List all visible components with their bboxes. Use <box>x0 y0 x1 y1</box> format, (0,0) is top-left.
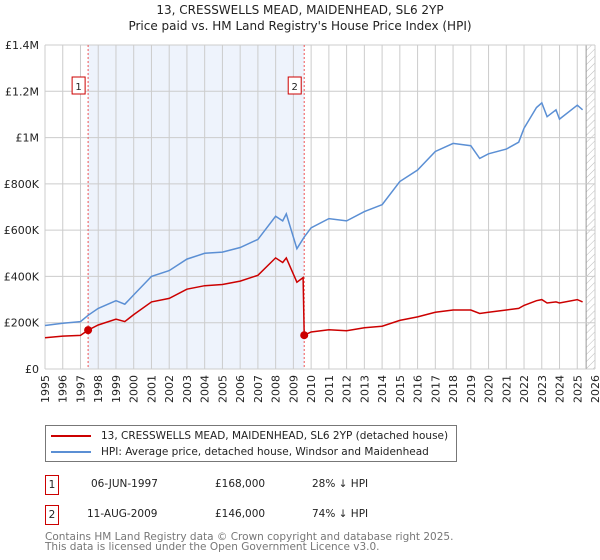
legend-item-property: 13, CRESSWELLS MEAD, MAIDENHEAD, SL6 2YP… <box>51 430 448 442</box>
x-tick-label: 2021 <box>500 375 513 403</box>
footer-licence: This data is licensed under the Open Gov… <box>45 541 380 553</box>
sale-marker-label: 2 <box>292 82 298 93</box>
transaction-price: £168,000 <box>215 478 266 490</box>
transaction-date: 11-AUG-2009 <box>87 508 158 520</box>
footer-copyright: Contains HM Land Registry data © Crown c… <box>45 531 454 543</box>
y-tick-label: £200K <box>4 317 40 330</box>
x-tick-label: 2023 <box>536 375 549 403</box>
x-tick-label: 2001 <box>145 375 158 403</box>
chart-title: 13, CRESSWELLS MEAD, MAIDENHEAD, SL6 2YP <box>156 3 444 17</box>
x-tick-label: 2018 <box>447 375 460 403</box>
x-tick-label: 2006 <box>234 375 247 403</box>
x-tick-label: 2012 <box>341 375 354 403</box>
property-price-line <box>44 256 583 339</box>
y-tick-label: £600K <box>4 224 40 237</box>
x-tick-label: 2002 <box>163 375 176 403</box>
legend-label-property: 13, CRESSWELLS MEAD, MAIDENHEAD, SL6 2YP… <box>101 430 449 442</box>
x-tick-label: 2010 <box>305 375 318 403</box>
x-tick-label: 2004 <box>199 375 212 403</box>
y-tick-label: £800K <box>4 178 40 191</box>
x-tick-label: 1996 <box>57 375 70 403</box>
x-tick-label: 2019 <box>465 375 478 403</box>
sale-point <box>300 331 309 340</box>
price-chart: 1995 1996 1997 1998 1999 2000 2001 2002 2003 2004… <box>4 39 600 403</box>
x-tick-label: 1998 <box>92 375 105 403</box>
forecast-hatch-region <box>586 45 595 369</box>
x-tick-label: 2026 <box>589 375 600 403</box>
x-tick-label: 2005 <box>216 375 229 403</box>
sale-marker-label: 1 <box>75 82 81 93</box>
x-tick-label: 2017 <box>429 375 442 403</box>
x-tick-label: 1999 <box>110 375 123 403</box>
transaction-delta: 28% ↓ HPI <box>312 478 369 490</box>
chart-subtitle: Price paid vs. HM Land Registry's House … <box>128 19 472 33</box>
x-tick-label: 2014 <box>376 375 389 403</box>
y-tick-label: £0 <box>25 363 39 376</box>
x-tick-label: 2024 <box>554 375 567 403</box>
hpi-line <box>44 101 584 327</box>
x-tick-label: 2011 <box>323 375 336 403</box>
x-tick-label: 1995 <box>39 375 52 403</box>
y-tick-label: £400K <box>4 270 40 283</box>
ownership-shaded-region <box>88 45 305 369</box>
sale-point <box>84 326 93 335</box>
x-tick-label: 2015 <box>394 375 407 403</box>
x-tick-label: 2000 <box>128 375 141 403</box>
x-tick-label: 2003 <box>181 375 194 403</box>
legend-swatch-red <box>51 435 91 437</box>
x-tick-label: 2020 <box>483 375 496 403</box>
x-tick-label: 2007 <box>252 375 265 403</box>
y-tick-label: £1.4M <box>5 39 39 52</box>
y-tick-label: £1.2M <box>5 85 39 98</box>
chart-legend: 13, CRESSWELLS MEAD, MAIDENHEAD, SL6 2YP… <box>45 425 457 462</box>
legend-item-hpi: HPI: Average price, detached house, Wind… <box>51 446 429 458</box>
transaction-delta: 74% ↓ HPI <box>312 508 369 520</box>
sale-marker-box <box>287 76 302 95</box>
transaction-date: 06-JUN-1997 <box>91 478 158 490</box>
x-tick-label: 1997 <box>74 375 87 403</box>
sale-marker-box <box>71 76 86 95</box>
y-tick-label: £1M <box>16 132 40 145</box>
legend-swatch-blue <box>51 451 91 453</box>
x-tick-label: 2013 <box>358 375 371 403</box>
transaction-marker: 1 <box>45 475 59 495</box>
x-tick-label: 2016 <box>412 375 425 403</box>
x-tick-label: 2009 <box>287 375 300 403</box>
x-tick-label: 2008 <box>270 375 283 403</box>
x-tick-label: 2022 <box>518 375 531 403</box>
transaction-marker: 2 <box>45 505 59 525</box>
transaction-price: £146,000 <box>215 508 266 520</box>
legend-label-hpi: HPI: Average price, detached house, Wind… <box>101 446 429 458</box>
x-tick-label: 2025 <box>571 375 584 403</box>
